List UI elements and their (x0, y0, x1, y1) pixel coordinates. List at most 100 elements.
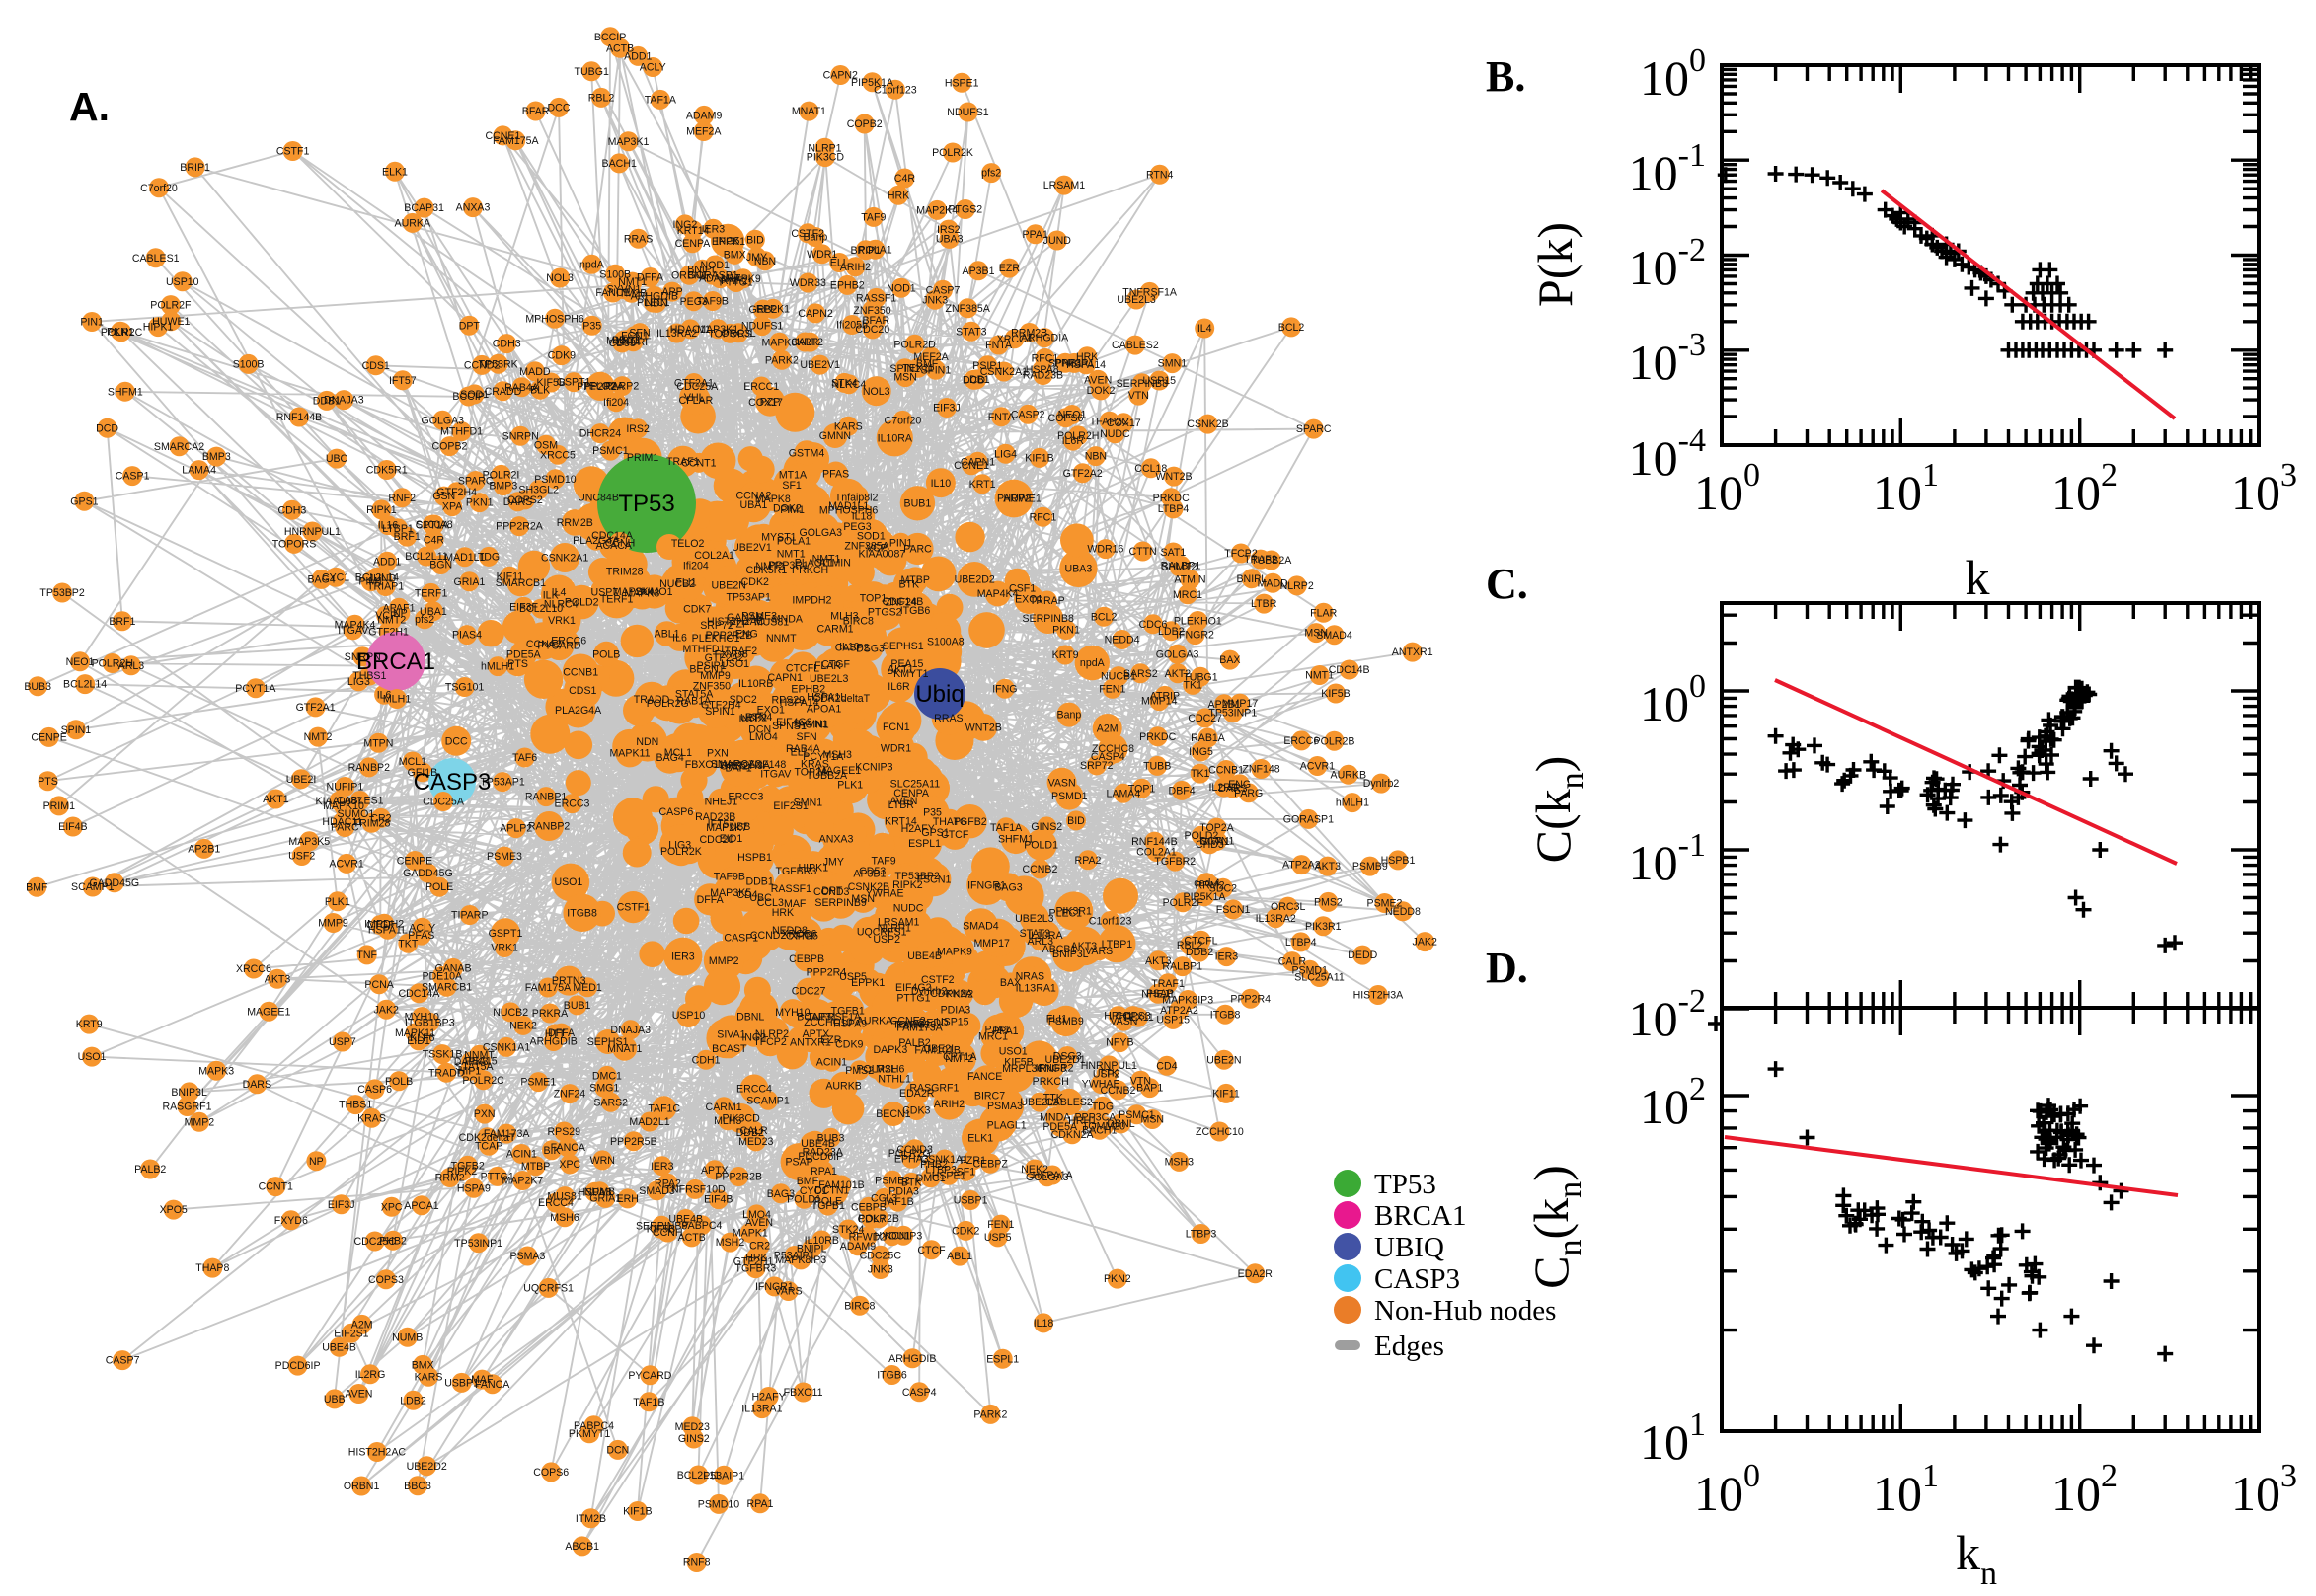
svg-text:PFAS: PFAS (408, 930, 434, 942)
svg-text:AP3B1: AP3B1 (963, 266, 995, 277)
svg-text:BNIPL: BNIPL (1236, 573, 1267, 585)
svg-text:CASP7: CASP7 (106, 1355, 140, 1367)
svg-text:GSTM4: GSTM4 (789, 447, 825, 459)
svg-text:ACIN1: ACIN1 (816, 1056, 847, 1068)
svg-text:UBE2V1: UBE2V1 (732, 542, 772, 554)
svg-text:USP10: USP10 (672, 1010, 706, 1022)
svg-text:IFNGR2: IFNGR2 (1176, 630, 1214, 642)
svg-text:MMP17: MMP17 (973, 938, 1010, 950)
svg-text:EXO1: EXO1 (1015, 594, 1042, 606)
svg-text:FEN1: FEN1 (1099, 683, 1125, 695)
svg-text:TSG101: TSG101 (445, 682, 485, 694)
svg-text:TAF9B: TAF9B (714, 871, 745, 882)
svg-text:CASP6: CASP6 (357, 1084, 392, 1096)
svg-text:MAF: MAF (784, 898, 807, 910)
svg-text:TAF9: TAF9 (861, 212, 886, 224)
svg-text:APLP2: APLP2 (500, 823, 532, 835)
svg-text:SPARC: SPARC (1296, 423, 1332, 435)
svg-text:PDE5A: PDE5A (1042, 1121, 1078, 1133)
svg-text:COPS3: COPS3 (368, 1274, 404, 1286)
svg-text:CDC6: CDC6 (1139, 619, 1168, 631)
svg-text:CDK2deltaT: CDK2deltaT (812, 693, 870, 705)
svg-text:ACIN1: ACIN1 (506, 1149, 537, 1161)
svg-text:CCNE1: CCNE1 (485, 130, 520, 142)
svg-text:EIF2S1: EIF2S1 (773, 800, 808, 812)
svg-text:PIN1: PIN1 (889, 537, 913, 549)
svg-text:IL6R: IL6R (888, 681, 910, 693)
svg-text:PLEC1: PLEC1 (637, 297, 670, 309)
svg-text:FBXO11: FBXO11 (784, 1387, 823, 1399)
svg-text:FAM101B: FAM101B (818, 1179, 865, 1191)
svg-text:CCNT1: CCNT1 (681, 457, 716, 469)
svg-text:ZNF385A: ZNF385A (844, 540, 889, 552)
svg-text:CASP3: CASP3 (414, 769, 492, 796)
svg-text:POLR2C: POLR2C (101, 327, 143, 339)
svg-text:TP53AP1: TP53AP1 (727, 591, 771, 603)
svg-text:SAT1: SAT1 (1161, 547, 1187, 559)
svg-text:LRSAM1: LRSAM1 (1043, 180, 1085, 191)
svg-text:PARK2: PARK2 (765, 354, 799, 366)
svg-text:BUB3: BUB3 (817, 1132, 845, 1144)
svg-text:UBIQ: UBIQ (1374, 1232, 1444, 1263)
svg-text:ZNF148: ZNF148 (1242, 764, 1279, 776)
svg-text:PMS2: PMS2 (1314, 897, 1343, 909)
svg-text:SMARCA2: SMARCA2 (154, 441, 204, 453)
svg-text:UBE2V1: UBE2V1 (800, 359, 840, 371)
svg-text:IL2RG: IL2RG (355, 1369, 386, 1381)
svg-text:hMLH1: hMLH1 (1336, 798, 1369, 809)
svg-text:MAPK3: MAPK3 (198, 1065, 234, 1077)
svg-text:DCC: DCC (445, 735, 468, 747)
svg-text:PXN: PXN (707, 748, 729, 760)
svg-text:NHEJ1: NHEJ1 (705, 797, 738, 808)
svg-text:GTF2H4: GTF2H4 (701, 700, 741, 712)
svg-text:CEBPB: CEBPB (851, 1201, 887, 1213)
svg-text:GINS2: GINS2 (678, 1433, 710, 1445)
svg-text:UBE2D2: UBE2D2 (407, 1461, 447, 1473)
svg-text:UBE2L3: UBE2L3 (810, 673, 849, 685)
svg-text:RRM2B: RRM2B (557, 517, 593, 529)
svg-text:k: k (1966, 550, 1990, 605)
svg-text:AVEN: AVEN (745, 1217, 773, 1229)
svg-text:DPT: DPT (459, 320, 481, 332)
svg-text:ORBN1: ORBN1 (344, 1481, 380, 1492)
svg-text:IRS2: IRS2 (626, 423, 650, 435)
svg-text:SFN: SFN (797, 731, 817, 743)
svg-text:BMP3: BMP3 (489, 481, 517, 493)
svg-text:D.: D. (1486, 944, 1528, 992)
svg-text:ILK: ILK (543, 589, 559, 601)
svg-text:THBS1: THBS1 (339, 1100, 372, 1111)
svg-text:ABCB1: ABCB1 (1042, 944, 1077, 955)
svg-text:PKN1: PKN1 (466, 497, 494, 509)
svg-text:Banp: Banp (1057, 710, 1082, 722)
svg-text:CABLES2: CABLES2 (1112, 340, 1159, 351)
svg-text:MSH2: MSH2 (716, 1237, 745, 1249)
svg-text:CENPA: CENPA (675, 238, 712, 250)
svg-text:RPS29: RPS29 (548, 1126, 581, 1138)
svg-text:FCN1: FCN1 (883, 722, 910, 733)
svg-text:USP15: USP15 (1143, 375, 1177, 387)
svg-text:PARG: PARG (1234, 788, 1263, 799)
svg-text:UBA1: UBA1 (740, 499, 768, 511)
svg-text:pfs2: pfs2 (981, 168, 1001, 180)
svg-text:MMP2: MMP2 (185, 1116, 215, 1128)
svg-text:DNAJA3: DNAJA3 (324, 395, 364, 407)
svg-text:NNMT: NNMT (766, 633, 797, 645)
svg-text:PLEKHO1: PLEKHO1 (1174, 616, 1222, 628)
svg-text:BIK: BIK (543, 1145, 560, 1157)
svg-text:ADAM9: ADAM9 (686, 111, 723, 122)
svg-text:UBE2N: UBE2N (1206, 1054, 1241, 1066)
svg-text:CASP1: CASP1 (116, 471, 150, 483)
svg-text:KIF1B: KIF1B (623, 1506, 652, 1518)
svg-text:UBA1: UBA1 (420, 606, 447, 618)
svg-text:NBN: NBN (1085, 451, 1107, 463)
svg-text:TIPARP: TIPARP (451, 910, 488, 922)
svg-text:Ifi204: Ifi204 (603, 397, 629, 409)
svg-text:TAF1A: TAF1A (645, 95, 677, 107)
svg-text:JAK2: JAK2 (1413, 937, 1437, 949)
svg-text:IMPDH2: IMPDH2 (792, 595, 831, 607)
svg-text:hMLH1: hMLH1 (481, 661, 514, 673)
svg-text:MADD: MADD (519, 366, 551, 378)
svg-text:PRKCH: PRKCH (1033, 1076, 1069, 1088)
svg-text:MMP2: MMP2 (709, 955, 739, 967)
svg-text:GANAB: GANAB (434, 963, 471, 975)
